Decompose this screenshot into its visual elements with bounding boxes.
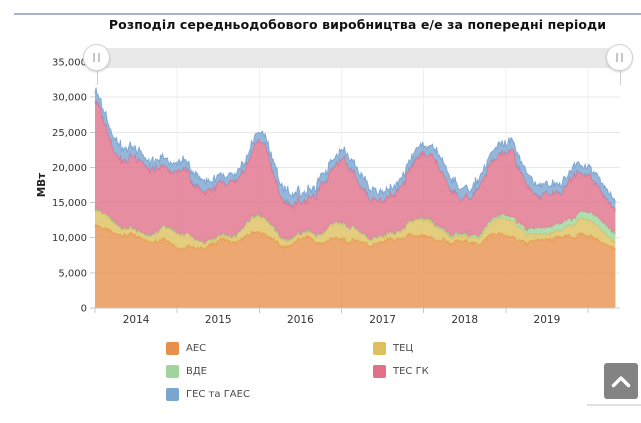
y-axis-title: МВт [36, 172, 48, 197]
grip-lines-icon [98, 53, 100, 62]
svg-text:20,000: 20,000 [52, 163, 87, 174]
navigator-left-stem [97, 70, 98, 85]
svg-text:30,000: 30,000 [52, 93, 87, 104]
legend-item-hes-ta-haes[interactable]: ГЕС та ГАЕС [166, 388, 373, 401]
bottom-right-divider [587, 404, 641, 406]
svg-text:2019: 2019 [534, 314, 561, 326]
legend-label: ТЕЦ [393, 343, 414, 354]
svg-text:10,000: 10,000 [52, 233, 87, 244]
legend-label: ГЕС та ГАЕС [186, 389, 250, 400]
navigator-left-handle[interactable] [83, 44, 110, 71]
grip-lines-icon [621, 53, 623, 62]
series-area-tes-hk[interactable] [95, 99, 616, 244]
svg-text:0: 0 [81, 304, 87, 315]
legend-item-vde[interactable]: ВДЕ [166, 365, 373, 378]
svg-text:2015: 2015 [205, 314, 232, 326]
navigator-track[interactable] [95, 48, 620, 68]
plot-area[interactable] [94, 87, 616, 309]
legend-label: ТЕС ГК [393, 366, 429, 377]
legend-swatch-tes-hk [373, 365, 386, 378]
svg-text:2016: 2016 [287, 314, 314, 326]
svg-text:25,000: 25,000 [52, 128, 87, 139]
legend-item-tets[interactable]: ТЕЦ [373, 342, 429, 355]
legend: АЕС ВДЕ ГЕС та ГАЕС ТЕЦ ТЕС ГК [166, 342, 429, 401]
y-axis-labels: 0 5,000 10,000 15,000 20,000 25,000 30,000 35,0… [52, 58, 87, 315]
legend-swatch-tets [373, 342, 386, 355]
grip-lines-icon [616, 53, 618, 62]
legend-item-aes[interactable]: АЕС [166, 342, 373, 355]
navigator-right-stem [620, 70, 621, 85]
legend-swatch-vde [166, 365, 179, 378]
legend-label: АЕС [186, 343, 207, 354]
x-axis-labels: 2014 2015 2016 2017 2018 2019 [123, 314, 561, 326]
legend-item-tes-hk[interactable]: ТЕС ГК [373, 365, 429, 378]
svg-text:2014: 2014 [123, 314, 150, 326]
svg-text:15,000: 15,000 [52, 198, 87, 209]
legend-label: ВДЕ [186, 366, 207, 377]
svg-text:2018: 2018 [451, 314, 478, 326]
svg-text:2017: 2017 [369, 314, 396, 326]
series-area-tets[interactable] [95, 207, 616, 251]
chevron-up-icon [611, 375, 631, 387]
svg-text:35,000: 35,000 [52, 58, 87, 69]
top-divider [14, 13, 641, 15]
svg-text:5,000: 5,000 [58, 268, 87, 279]
series-area-hes-ta-haes[interactable] [95, 87, 616, 211]
scroll-to-top-button[interactable] [604, 363, 638, 399]
grip-lines-icon [93, 53, 95, 62]
legend-swatch-hes-ta-haes [166, 388, 179, 401]
navigator-right-handle[interactable] [606, 44, 633, 71]
series-area-aes[interactable] [95, 223, 616, 309]
series-line-hes-ta-haes [94, 87, 616, 203]
legend-swatch-aes [166, 342, 179, 355]
chart-title: Розподіл середньодобового виробництва е/… [108, 17, 607, 32]
